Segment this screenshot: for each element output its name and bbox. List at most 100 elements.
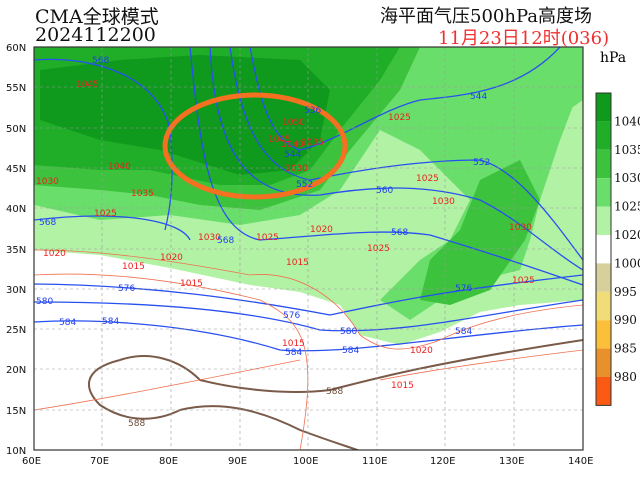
svg-text:60N: 60N: [6, 43, 26, 54]
colorbar-swatch: [596, 149, 611, 179]
colorbar-label: 980: [614, 370, 637, 384]
height-label: 580: [36, 297, 53, 307]
pressure-label: 1020: [310, 225, 333, 235]
height-label: 580: [340, 327, 357, 337]
height-label: 568: [39, 218, 56, 228]
valid-time: 11月23日12时(036): [438, 28, 610, 49]
svg-text:10N: 10N: [6, 446, 26, 457]
colorbar-label: 1020: [614, 228, 640, 242]
svg-text:15N: 15N: [6, 406, 26, 417]
svg-text:80E: 80E: [159, 456, 178, 467]
height-label: 544: [284, 150, 301, 160]
height-label: 584: [102, 317, 119, 327]
svg-text:35N: 35N: [6, 245, 26, 256]
brown-label: 588: [326, 387, 343, 397]
pressure-label: 1025: [256, 233, 279, 243]
pressure-label: 1025: [367, 244, 390, 254]
colorbar-swatch: [596, 93, 611, 122]
colorbar-swatch: [596, 348, 611, 377]
height-label: 568: [92, 56, 109, 66]
pressure-label: 1030: [432, 197, 455, 207]
height-label: 584: [342, 346, 359, 356]
pressure-label: 1045: [76, 80, 99, 90]
product-title: 海平面气压500hPa高度场: [380, 6, 592, 27]
pressure-label: 1040: [281, 140, 304, 150]
pressure-label: 1025: [416, 174, 439, 184]
svg-text:45N: 45N: [6, 164, 26, 175]
pressure-label: 1050: [282, 118, 305, 128]
colorbar: 1040 1035 1030 1025 1020 1000 995 990 985 980: [595, 92, 640, 406]
lat-axis: 60N 55N 50N 45N 40N 35N 30N 25N 20N 15N 10N: [6, 43, 26, 457]
colorbar-swatch: [596, 263, 611, 292]
colorbar-swatch: [596, 291, 611, 321]
height-label: 576: [455, 284, 472, 294]
pressure-label: 1030: [509, 223, 532, 233]
colorbar-swatch: [596, 320, 611, 349]
pressure-label: 1015: [122, 262, 145, 272]
colorbar-swatch: [596, 206, 611, 235]
colorbar-label: 1030: [614, 171, 640, 185]
height-label: 568: [391, 228, 408, 238]
colorbar-label: 995: [614, 285, 637, 299]
colorbar-label: 1035: [614, 143, 640, 157]
pressure-label: 1025: [94, 209, 117, 219]
pressure-label: 1035: [301, 138, 324, 148]
pressure-label: 1020: [410, 346, 433, 356]
pressure-label: 1015: [391, 381, 414, 391]
height-label: 584: [455, 327, 472, 337]
colorbar-swatch: [596, 377, 611, 406]
svg-text:110E: 110E: [362, 456, 387, 467]
colorbar-label: 1000: [614, 256, 640, 270]
colorbar-unit: hPa: [600, 50, 627, 66]
height-label: 552: [473, 158, 490, 168]
svg-text:25N: 25N: [6, 325, 26, 336]
svg-text:60E: 60E: [22, 456, 41, 467]
lon-axis: 60E 70E 80E 90E 100E 110E 120E 130E 140E: [22, 456, 593, 467]
svg-text:70E: 70E: [90, 456, 109, 467]
colorbar-label: 990: [614, 313, 637, 327]
map-frame: [33, 46, 584, 451]
height-label: 536: [304, 106, 321, 116]
height-label: 584: [285, 348, 302, 358]
pressure-label: 1015: [180, 279, 203, 289]
svg-text:130E: 130E: [499, 456, 524, 467]
svg-text:20N: 20N: [6, 365, 26, 376]
svg-text:40N: 40N: [6, 204, 26, 215]
pressure-label: 1025: [388, 113, 411, 123]
colorbar-label: 1040: [614, 114, 640, 128]
svg-text:120E: 120E: [430, 456, 455, 467]
model-title: CMA全球模式: [35, 6, 159, 28]
height-label: 560: [376, 186, 393, 196]
height-label: 544: [470, 92, 487, 102]
shade-1030-east: [420, 160, 540, 305]
pressure-label: 1015: [282, 339, 305, 349]
grid: [34, 47, 583, 450]
colorbar-label: 1025: [614, 200, 640, 214]
svg-text:50N: 50N: [6, 124, 26, 135]
pressure-label: 1020: [160, 253, 183, 263]
height-label: 568: [217, 236, 234, 246]
colorbar-label: 985: [614, 342, 637, 356]
pressure-label: 1020: [43, 249, 66, 259]
height-label: 576: [283, 311, 300, 321]
pressure-label: 1030: [198, 233, 221, 243]
pressure-label: 1015: [286, 258, 309, 268]
contour-labels: 568 536 544 552 568 568 544 552 560 568 …: [36, 56, 535, 429]
pressure-label: 1040: [108, 162, 131, 172]
colorbar-swatch: [596, 121, 611, 150]
svg-text:140E: 140E: [568, 456, 593, 467]
height-label: 552: [296, 180, 313, 190]
svg-text:90E: 90E: [228, 456, 247, 467]
highlight-ellipse: [162, 92, 348, 200]
svg-text:100E: 100E: [293, 456, 318, 467]
run-time: 2024112200: [35, 24, 156, 46]
pressure-label: 1030: [285, 164, 308, 174]
brown-label: 588: [128, 419, 145, 429]
colorbar-frame: [595, 92, 612, 406]
height-contours: [34, 47, 583, 352]
height-label: 584: [59, 318, 76, 328]
svg-text:30N: 30N: [6, 285, 26, 296]
height-label: 576: [118, 284, 135, 294]
svg-text:55N: 55N: [6, 83, 26, 94]
